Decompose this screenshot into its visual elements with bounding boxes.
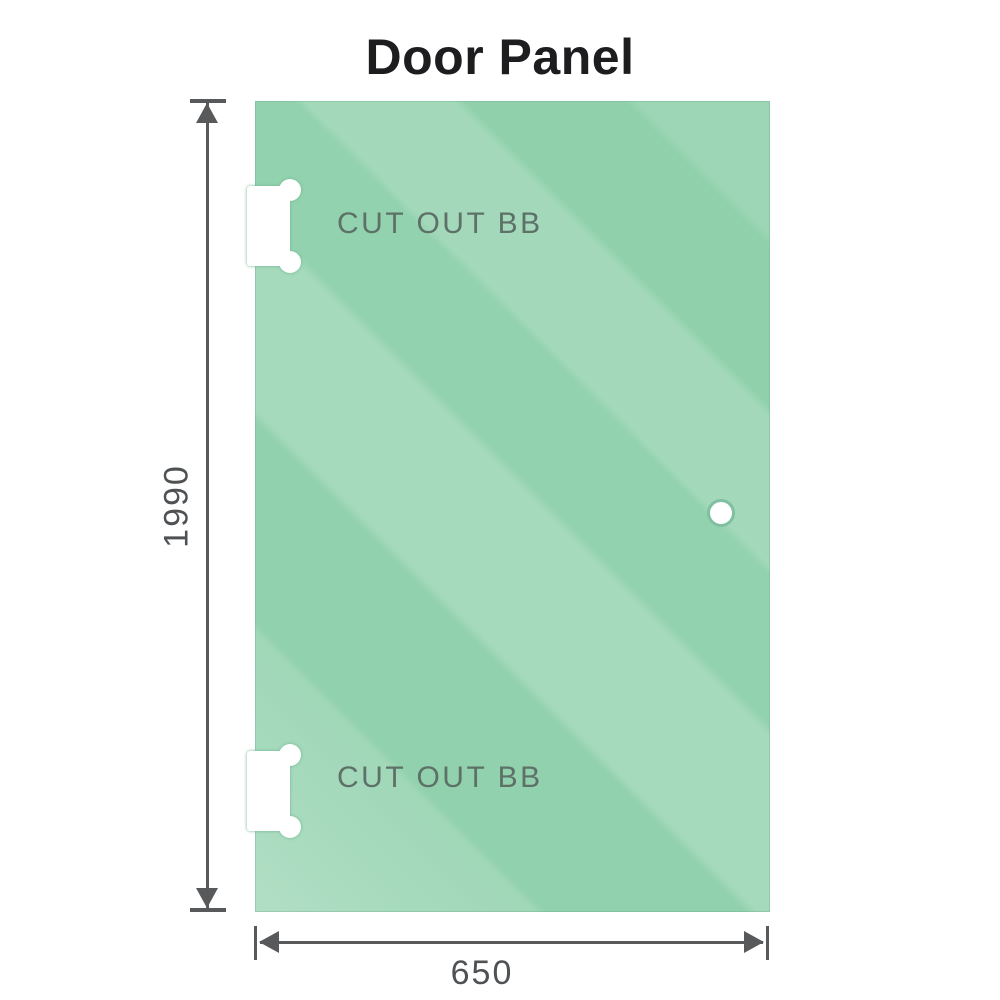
- height-dimension-line: [206, 103, 209, 909]
- width-dimension-value: 650: [450, 954, 514, 992]
- hinge-cutout-lobe-icon: [279, 251, 301, 273]
- diagram-title: Door Panel: [365, 29, 635, 85]
- height-dimension-cap-bottom: [190, 908, 226, 912]
- width-dimension-line: [260, 941, 763, 944]
- width-dimension-tick-left: [254, 926, 257, 960]
- hinge-cutout-top: [247, 179, 301, 273]
- cutout-label-top: CUT OUT BB: [337, 207, 543, 240]
- height-dimension-cap-top: [190, 99, 226, 103]
- cutout-label-bottom: CUT OUT BB: [337, 761, 543, 794]
- height-dimension-value: 1990: [157, 464, 196, 548]
- hinge-cutout-lobe-icon: [279, 179, 301, 201]
- arrow-up-icon: [196, 103, 218, 123]
- arrow-right-icon: [744, 931, 764, 953]
- handle-hole: [707, 499, 735, 527]
- width-dimension-tick-right: [766, 926, 769, 960]
- glass-panel: [255, 101, 770, 912]
- hinge-cutout-bottom: [247, 744, 301, 838]
- hinge-cutout-lobe-icon: [279, 816, 301, 838]
- arrow-down-icon: [196, 888, 218, 908]
- hinge-cutout-lobe-icon: [279, 744, 301, 766]
- arrow-left-icon: [259, 931, 279, 953]
